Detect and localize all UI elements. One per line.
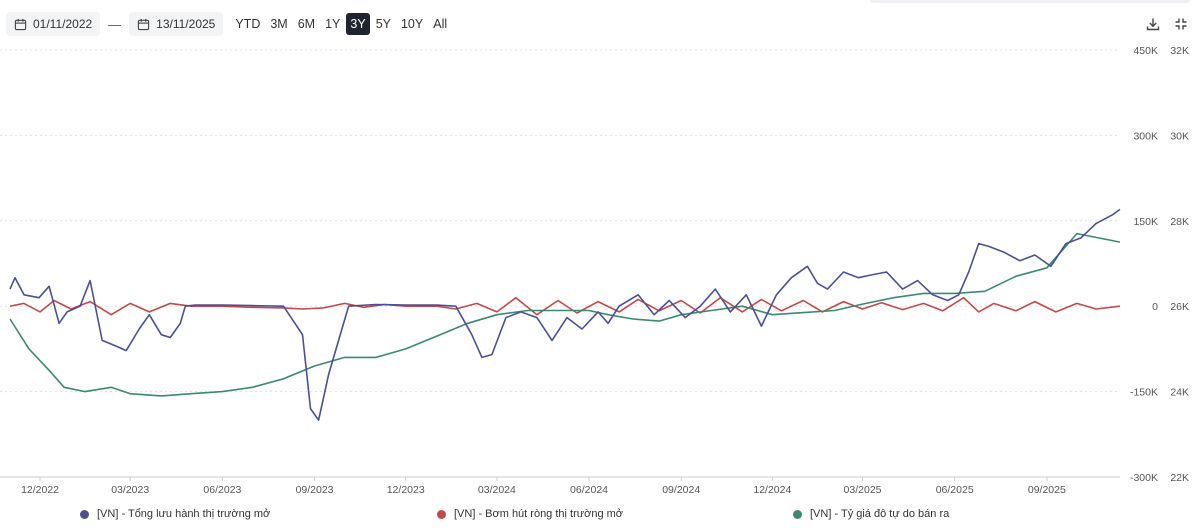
x-axis-tick-label: 09/2025 bbox=[1028, 484, 1066, 496]
left-axis-tick-label: 0 bbox=[1152, 301, 1158, 313]
legend-item-series1[interactable]: [VN] - Tổng lưu hành thị trường mở bbox=[80, 508, 270, 520]
download-icon[interactable] bbox=[1146, 17, 1160, 31]
range-3m-button[interactable]: 3M bbox=[270, 17, 288, 31]
legend-item-series2[interactable]: [VN] - Bơm hút ròng thị trường mở bbox=[437, 508, 623, 520]
legend-item-series3[interactable]: [VN] - Tỷ giá đô tự do bán ra bbox=[793, 508, 949, 520]
series-line-1 bbox=[9, 208, 1121, 421]
range-all-button[interactable]: All bbox=[433, 17, 448, 31]
x-axis: 12/2022 03/2023 06/2023 09/2023 12/2023 03/20… bbox=[21, 477, 1066, 496]
date-separator: — bbox=[108, 16, 122, 32]
start-date-picker[interactable]: 01/11/2022 bbox=[6, 12, 101, 36]
range-10y-button[interactable]: 10Y bbox=[400, 17, 424, 31]
fullscreen-icon[interactable] bbox=[1174, 17, 1188, 31]
x-axis-tick-label: 12/2023 bbox=[387, 484, 425, 496]
range-ytd-button[interactable]: YTD bbox=[235, 17, 261, 31]
right-axis-tick-label: 32K bbox=[1170, 45, 1189, 57]
chart-legend: [VN] - Tổng lưu hành thị trường mở [VN] … bbox=[0, 508, 1200, 524]
calendar-icon bbox=[138, 18, 150, 30]
x-axis-tick-label: 06/2025 bbox=[936, 484, 974, 496]
range-6m-button[interactable]: 6M bbox=[297, 17, 316, 31]
x-axis-tick-label: 06/2023 bbox=[203, 484, 241, 496]
legend-dot-series3 bbox=[793, 509, 802, 519]
x-axis-tick-label: 09/2023 bbox=[296, 484, 334, 496]
right-axis: 32K 30K 28K 26K 24K 22K bbox=[1170, 45, 1189, 484]
legend-dot-series2 bbox=[437, 509, 446, 519]
range-toolbar: 01/11/2022 — 13/11/2025 YTD 3M 6M 1Y 3Y … bbox=[6, 12, 451, 36]
x-axis-tick-label: 06/2024 bbox=[570, 484, 608, 496]
end-date-value: 13/11/2025 bbox=[156, 17, 216, 31]
end-date-picker[interactable]: 13/11/2025 bbox=[129, 12, 224, 36]
x-axis-tick-label: 03/2023 bbox=[111, 484, 149, 496]
chart-tools bbox=[1146, 17, 1188, 31]
right-axis-tick-label: 26K bbox=[1170, 301, 1189, 313]
legend-label-series3: [VN] - Tỷ giá đô tự do bán ra bbox=[810, 508, 950, 520]
series-line-3 bbox=[9, 232, 1121, 397]
x-axis-tick-label: 12/2024 bbox=[753, 484, 791, 496]
right-axis-tick-label: 28K bbox=[1170, 216, 1189, 228]
left-axis-tick-label: 300K bbox=[1133, 130, 1158, 142]
start-date-value: 01/11/2022 bbox=[33, 17, 93, 31]
x-axis-tick-label: 03/2024 bbox=[478, 484, 516, 496]
top-scroll-indicator bbox=[870, 0, 1190, 3]
legend-label-series2: [VN] - Bơm hút ròng thị trường mở bbox=[454, 508, 623, 520]
grid-lines bbox=[0, 49, 1120, 478]
series-line-2 bbox=[9, 296, 1121, 316]
right-axis-tick-label: 30K bbox=[1170, 130, 1189, 142]
legend-dot-series1 bbox=[80, 509, 89, 519]
x-axis-tick-label: 12/2022 bbox=[21, 484, 59, 496]
left-axis-tick-label: 450K bbox=[1133, 45, 1158, 57]
series-lines bbox=[9, 208, 1121, 421]
left-axis-tick-label: -150K bbox=[1130, 387, 1158, 399]
x-axis-tick-label: 09/2024 bbox=[662, 484, 700, 496]
left-axis-tick-label: 150K bbox=[1133, 216, 1158, 228]
range-5y-button[interactable]: 5Y bbox=[375, 17, 391, 31]
range-1y-button[interactable]: 1Y bbox=[325, 17, 341, 31]
left-axis: 450K 300K 150K 0 -150K -300K bbox=[1130, 45, 1158, 484]
right-axis-tick-label: 24K bbox=[1170, 387, 1189, 399]
calendar-icon bbox=[14, 18, 27, 30]
range-selector: YTD 3M 6M 1Y 3Y 5Y 10Y All bbox=[231, 13, 451, 35]
x-axis-tick-label: 03/2025 bbox=[844, 484, 882, 496]
left-axis-tick-label: -300K bbox=[1130, 472, 1158, 484]
legend-label-series1: [VN] - Tổng lưu hành thị trường mở bbox=[97, 508, 271, 520]
range-3y-button[interactable]: 3Y bbox=[346, 13, 370, 35]
right-axis-tick-label: 22K bbox=[1170, 472, 1189, 484]
